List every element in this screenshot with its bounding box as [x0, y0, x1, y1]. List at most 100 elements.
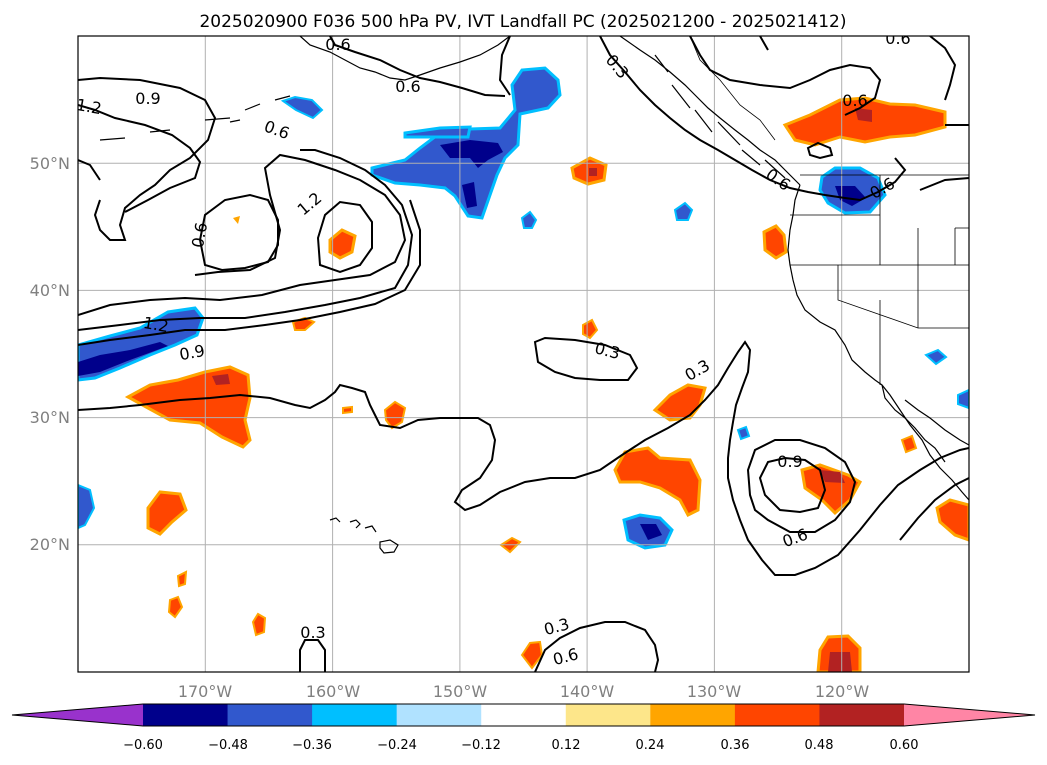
- neg-core-gulf-2: [462, 182, 477, 208]
- colorbar-extend-max: [904, 704, 1035, 726]
- lat-label-40n: 40°N: [30, 281, 70, 300]
- neg-core-hawaii-east: [640, 524, 662, 540]
- contour-label: 0.9: [777, 452, 802, 471]
- pos-region-11: [900, 434, 918, 454]
- colorbar-tick-label: −0.48: [208, 738, 248, 753]
- contour-big-loop-outer: [78, 149, 421, 346]
- contour-label: 0.9: [178, 341, 206, 364]
- contour-alaska-coast: [599, 36, 907, 202]
- colorbar-segment: [481, 704, 567, 726]
- colorbar-tick-label: −0.36: [292, 738, 332, 753]
- contour-label: 0.3: [300, 623, 325, 642]
- neg-region-small-5: [957, 388, 969, 410]
- pos-region-10: [176, 570, 188, 588]
- pos-core-1: [589, 168, 597, 176]
- pos-region-4: [520, 640, 544, 670]
- pos-region-mid-pacific-west: [124, 365, 252, 449]
- pos-region-3: [383, 400, 407, 430]
- pos-region-near-hawaii: [613, 446, 702, 517]
- colorbar-tick-label: −0.24: [377, 738, 417, 753]
- lon-label-170w: 170°W: [178, 682, 233, 701]
- coast-alaska-panhandle: [619, 36, 801, 186]
- pos-core-bc-north: [855, 108, 872, 122]
- lon-label-140w: 140°W: [560, 682, 615, 701]
- contour-subtropic-inner: [758, 456, 827, 514]
- neg-region-small-3: [924, 348, 948, 366]
- neg-core-bc: [835, 186, 866, 206]
- coast-alaska: [299, 36, 511, 81]
- neg-region-west-edge: [78, 483, 96, 530]
- contour-label: 0.6: [842, 91, 867, 110]
- pos-region-2: [328, 228, 357, 260]
- pos-region-6: [167, 595, 184, 619]
- positive-shading: [124, 96, 969, 672]
- neg-core-west-jet: [78, 342, 168, 376]
- contour-ne-right: [759, 36, 969, 191]
- colorbar-tick-label: 0.24: [636, 738, 665, 753]
- pv-contours: [78, 36, 969, 672]
- contour-small-loop: [806, 141, 834, 160]
- contour-label: 1.2: [142, 313, 170, 336]
- contour-label: 0.6: [325, 35, 350, 54]
- colorbar-extend-min: [12, 704, 143, 726]
- contour-center-0.3: [533, 336, 639, 381]
- neg-core-gulf-of-alaska: [440, 140, 503, 168]
- pos-core-subtropics-east: [820, 470, 845, 483]
- lon-label-160w: 160°W: [306, 682, 361, 701]
- contour-west-loop: [78, 104, 202, 213]
- pos-region-13: [233, 216, 240, 224]
- gridlines: [78, 36, 969, 672]
- colorbar-tick-label: 0.48: [805, 738, 834, 753]
- border-canada-alaska: [689, 36, 776, 141]
- map-frame: [77, 35, 970, 673]
- colorbar-segment: [143, 704, 229, 726]
- contour-top-center: [329, 36, 511, 97]
- colorbar-segment: [565, 704, 651, 726]
- colorbar-tick-label: 0.12: [552, 738, 581, 753]
- contour-ne: [689, 36, 882, 116]
- pos-region-7: [582, 318, 599, 340]
- neg-region-small-1: [673, 201, 694, 221]
- colorbar-segment: [819, 704, 905, 726]
- negative-shading: [78, 66, 969, 550]
- contour-big-loop-1.2: [78, 153, 407, 316]
- contour-north-0.9: [78, 76, 217, 241]
- contour-se: [899, 477, 969, 541]
- contour-bottom-left: [299, 639, 326, 672]
- longitude-labels: 170°W 160°W 150°W 140°W 130°W 120°W: [178, 682, 870, 701]
- contour-label: 0.9: [135, 89, 160, 108]
- pos-region-bc-north: [782, 96, 947, 147]
- lat-label-20n: 20°N: [30, 535, 70, 554]
- contour-label: 1.2: [75, 95, 103, 118]
- border-states: [790, 175, 969, 385]
- latitude-labels: 50°N 40°N 30°N 20°N: [30, 154, 70, 554]
- colorbar-segment: [650, 704, 736, 726]
- contour-high-middle: [316, 200, 373, 274]
- contour-south-0.9: [78, 340, 969, 576]
- pos-region-12: [342, 405, 353, 415]
- colorbar-tick-label: −0.60: [123, 738, 163, 753]
- lon-label-150w: 150°W: [433, 682, 488, 701]
- neg-region-small-2: [520, 210, 538, 229]
- lat-label-30n: 30°N: [30, 408, 70, 427]
- pos-core-tropics-south: [828, 652, 852, 672]
- colorbar-tick-label: −0.12: [461, 738, 501, 753]
- colorbar-tick-labels: −0.60 −0.48 −0.36 −0.24 −0.12 0.12 0.24 …: [123, 738, 918, 753]
- pos-region-ca-coast: [762, 224, 788, 260]
- colorbar-segment: [227, 704, 313, 726]
- pos-core-mid-pacific-west: [212, 374, 230, 385]
- colorbar-segment: [734, 704, 820, 726]
- neg-region-small-4: [736, 425, 751, 441]
- map-content: 0.9 0.6 0.3 0.6 1.2 0.9 0.6 0.6 1.2 1.2 …: [75, 35, 969, 672]
- political-borders: [689, 36, 969, 385]
- pos-region-west-tropics: [146, 490, 188, 536]
- map-title: 2025020900 F036 500 hPa PV, IVT Landfall…: [199, 12, 846, 32]
- colorbar-tick-label: 0.36: [721, 738, 750, 753]
- lat-label-50n: 50°N: [30, 154, 70, 173]
- colorbar-tick-label: 0.60: [890, 738, 919, 753]
- neg-region-aleutian-west: [280, 95, 324, 120]
- contour-label: 0.6: [395, 77, 420, 96]
- lon-label-130w: 130°W: [687, 682, 742, 701]
- map-panel: 0.9 0.6 0.3 0.6 1.2 0.9 0.6 0.6 1.2 1.2 …: [75, 35, 970, 673]
